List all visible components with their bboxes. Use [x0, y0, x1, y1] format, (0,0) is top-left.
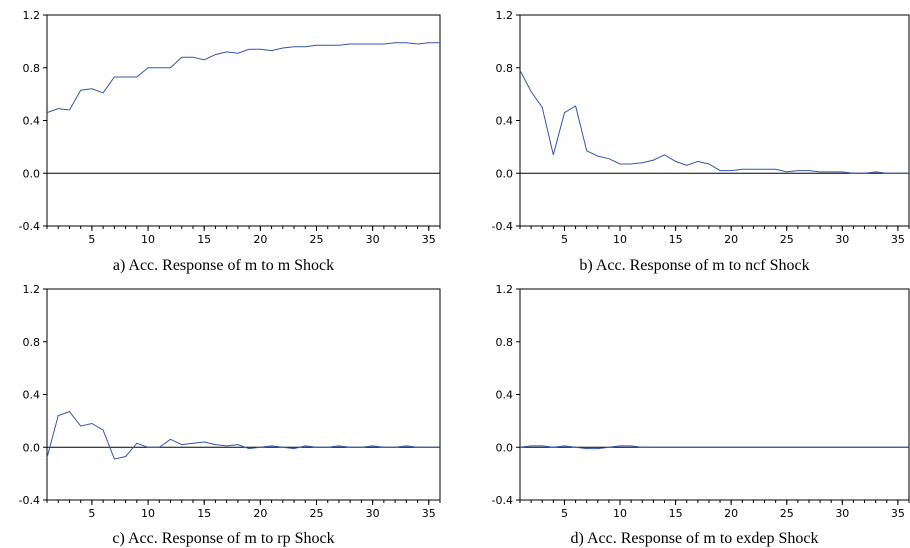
- panel-ncf-shock-plot-frame: [519, 14, 910, 227]
- panel-exdep-shock-x-tick-label: 35: [891, 507, 905, 520]
- panel-m-shock-y-tick-label: 0.8: [23, 62, 41, 75]
- panel-exdep-shock-x-tick-label: 20: [724, 507, 738, 520]
- panel-exdep-shock-y-tick-label: 0.4: [496, 389, 514, 402]
- panel-rp-shock-y-tick-label: -0.4: [19, 494, 40, 507]
- panel-exdep-shock-y-tick-label: -0.4: [492, 494, 513, 507]
- panel-ncf-shock-y-tick-label: 0.0: [496, 167, 514, 180]
- panel-rp-shock-x-tick-label: 20: [253, 507, 267, 520]
- panel-ncf-shock-x-tick-label: 30: [835, 233, 849, 246]
- panel-m-shock-x-tick-label: 35: [422, 233, 436, 246]
- panel-m-shock-y-tick-label: -0.4: [19, 220, 40, 233]
- panel-rp-shock-plot-frame: [46, 288, 441, 501]
- panel-exdep-shock-x-tick-label: 30: [835, 507, 849, 520]
- panel-m-shock-x-tick-label: 15: [197, 233, 211, 246]
- panel-ncf-shock-x-tick-label: 15: [669, 233, 683, 246]
- panel-m-shock-x-tick-label: 20: [253, 233, 267, 246]
- panel-rp-shock-x-tick-label: 30: [366, 507, 380, 520]
- panel-ncf-shock-x-tick-label: 25: [780, 233, 794, 246]
- panel-m-shock-y-tick-label: 0.0: [23, 167, 41, 180]
- panel-m-shock-y-tick-label: 0.4: [23, 115, 41, 128]
- panel-m-shock-plot-frame: [46, 14, 441, 227]
- panel-exdep-shock-y-tick-label: 0.8: [496, 336, 514, 349]
- panel-ncf-shock-x-tick-label: 5: [561, 233, 568, 246]
- panel-ncf-shock-x-tick-label: 10: [613, 233, 627, 246]
- panel-m-shock-series-line: [46, 42, 440, 114]
- panel-rp-shock-x-tick-label: 25: [309, 507, 323, 520]
- panel-exdep-shock-y-tick-label: 0.0: [496, 441, 514, 454]
- panel-exdep-shock-series-line: [519, 445, 909, 450]
- panel-ncf-shock-y-tick-label: 1.2: [496, 9, 514, 22]
- panel-rp-shock-y-tick-label: 1.2: [23, 283, 41, 296]
- panel-rp-shock-y-tick-label: 0.8: [23, 336, 41, 349]
- panel-ncf-shock-y-tick-label: -0.4: [492, 220, 513, 233]
- panel-rp-shock-series-line: [46, 411, 440, 460]
- panel-rp-shock-x-tick-label: 35: [422, 507, 436, 520]
- panel-ncf-shock-caption: b) Acc. Response of m to ncf Shock: [579, 257, 809, 274]
- panel-exdep-shock-x-tick-label: 25: [780, 507, 794, 520]
- panel-m-shock-x-tick-label: 5: [88, 233, 95, 246]
- panel-m-shock-x-tick-label: 30: [366, 233, 380, 246]
- panel-rp-shock-y-tick-label: 0.0: [23, 441, 41, 454]
- panel-rp-shock-x-tick-label: 15: [197, 507, 211, 520]
- panel-exdep-shock-y-tick-label: 1.2: [496, 283, 514, 296]
- panel-m-shock-caption: a) Acc. Response of m to m Shock: [113, 257, 334, 274]
- panel-rp-shock: -0.4 0.0 0.4 0.8 1.2 5 10 15 20 25 30 35 c) Acc. Res…: [19, 283, 441, 547]
- panel-m-shock: -0.4 0.0 0.4 0.8 1.2 5 10 15 20 25 30 35 a) Acc. Res…: [19, 9, 441, 274]
- panel-ncf-shock-y-tick-label: 0.4: [496, 115, 514, 128]
- panel-ncf-shock-series-line: [519, 70, 909, 174]
- panel-exdep-shock-caption: d) Acc. Response of m to exdep Shock: [571, 530, 819, 547]
- panel-ncf-shock-x-tick-label: 20: [724, 233, 738, 246]
- panel-rp-shock-x-tick-label: 10: [141, 507, 155, 520]
- panel-ncf-shock-y-tick-label: 0.8: [496, 62, 514, 75]
- panel-ncf-shock-x-tick-label: 35: [891, 233, 905, 246]
- panel-exdep-shock-plot-frame: [519, 288, 910, 501]
- panel-rp-shock-caption: c) Acc. Response of m to rp Shock: [112, 530, 334, 547]
- panel-m-shock-x-tick-label: 25: [309, 233, 323, 246]
- panel-rp-shock-x-tick-label: 5: [88, 507, 95, 520]
- panel-exdep-shock-x-tick-label: 5: [561, 507, 568, 520]
- panel-m-shock-y-tick-label: 1.2: [23, 9, 41, 22]
- panel-m-shock-x-tick-label: 10: [141, 233, 155, 246]
- panel-exdep-shock-x-tick-label: 15: [669, 507, 683, 520]
- panel-exdep-shock-x-tick-label: 10: [613, 507, 627, 520]
- panel-ncf-shock: -0.4 0.0 0.4 0.8 1.2 5 10 15 20 25 30 35 b) Acc. Res…: [492, 9, 910, 274]
- panel-rp-shock-y-tick-label: 0.4: [23, 389, 41, 402]
- panel-exdep-shock: -0.4 0.0 0.4 0.8 1.2 5 10 15 20 25 30 35 d) Acc. Res…: [492, 283, 910, 547]
